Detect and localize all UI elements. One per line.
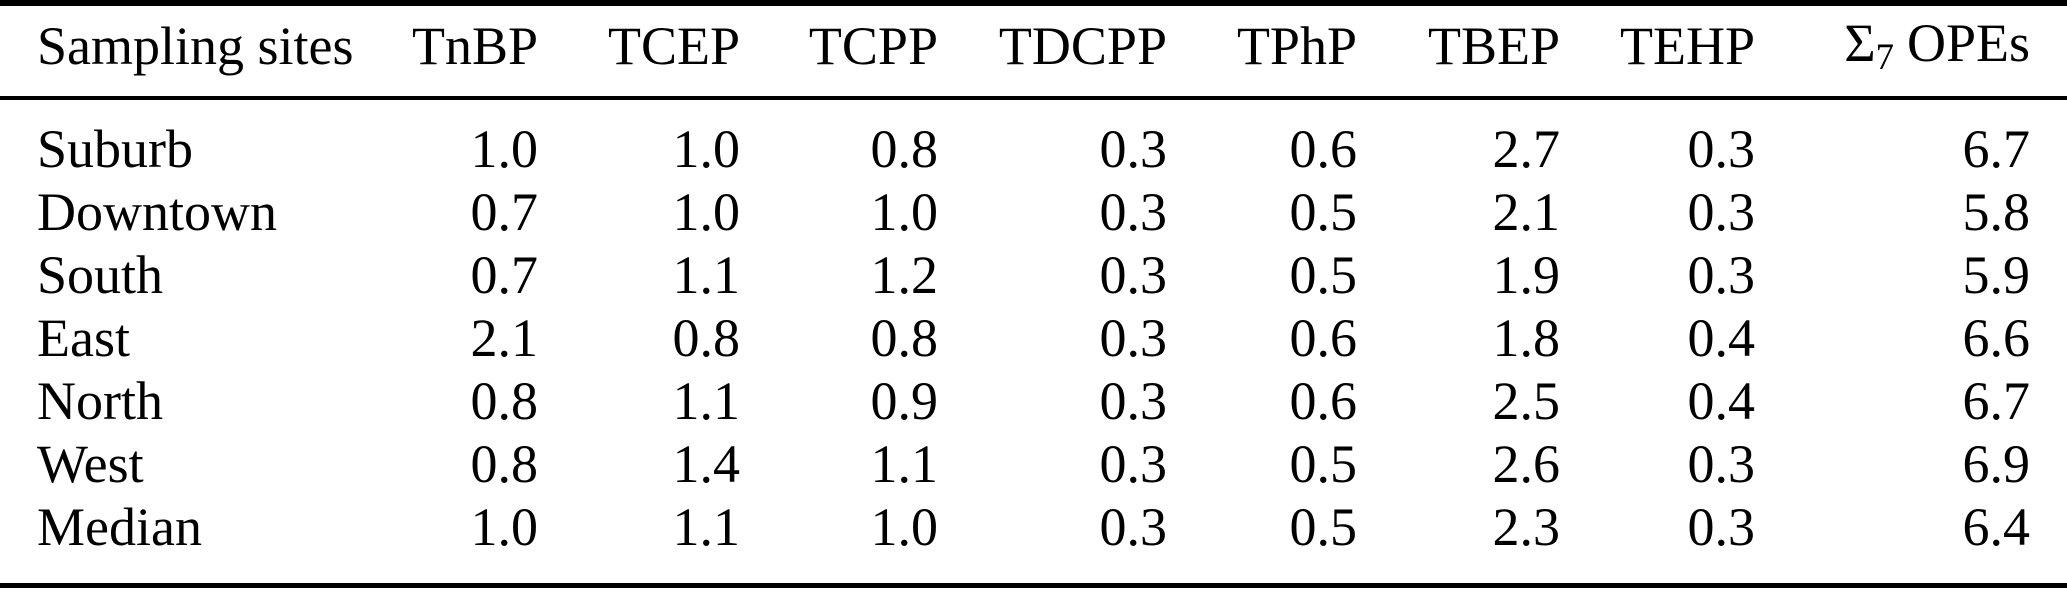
cell-tcep: 1.0 bbox=[672, 181, 741, 242]
column-header-sampling-sites: Sampling sites bbox=[37, 16, 354, 76]
cell-tehp: 0.3 bbox=[1687, 433, 1756, 494]
column-header-tehp: TEHP bbox=[1620, 16, 1755, 76]
column-header-sigma7-opes: Σ7 OPEs bbox=[1755, 16, 2067, 76]
table-body: Suburb 1.0 1.0 0.8 0.3 0.6 2.7 0.3 6.7 D… bbox=[0, 100, 2067, 583]
row-label: East bbox=[37, 307, 130, 368]
cell-tphp: 0.6 bbox=[1289, 307, 1358, 368]
cell-tcpp: 1.0 bbox=[870, 181, 939, 242]
cell-tnbp: 0.7 bbox=[470, 244, 539, 305]
cell-tcep: 0.8 bbox=[672, 307, 741, 368]
cell-tdcpp: 0.3 bbox=[1099, 307, 1168, 368]
cell-tphp: 0.6 bbox=[1289, 118, 1358, 179]
cell-tcep: 1.1 bbox=[672, 370, 741, 431]
row-label: North bbox=[37, 370, 163, 431]
cell-tcpp: 1.0 bbox=[870, 496, 939, 557]
cell-tehp: 0.4 bbox=[1687, 307, 1756, 368]
cell-tnbp: 2.1 bbox=[470, 307, 539, 368]
cell-tdcpp: 0.3 bbox=[1099, 496, 1168, 557]
cell-sigma7-opes: 6.7 bbox=[1962, 118, 2031, 179]
row-label: South bbox=[37, 244, 164, 305]
cell-sigma7-opes: 6.9 bbox=[1962, 433, 2031, 494]
column-header-tbep: TBEP bbox=[1427, 16, 1560, 76]
cell-tdcpp: 0.3 bbox=[1099, 118, 1168, 179]
bottom-rule bbox=[0, 583, 2067, 588]
top-rule bbox=[0, 0, 2067, 6]
cell-tdcpp: 0.3 bbox=[1099, 181, 1168, 242]
table-row-suburb: Suburb 1.0 1.0 0.8 0.3 0.6 2.7 0.3 6.7 bbox=[0, 117, 2067, 180]
cell-tehp: 0.4 bbox=[1687, 370, 1756, 431]
cell-tcep: 1.4 bbox=[672, 433, 741, 494]
cell-sigma7-opes: 5.8 bbox=[1962, 181, 2031, 242]
sigma-subscript: 7 bbox=[1875, 36, 1895, 78]
cell-sigma7-opes: 6.7 bbox=[1962, 370, 2031, 431]
row-label: West bbox=[37, 433, 144, 494]
cell-tdcpp: 0.3 bbox=[1099, 244, 1168, 305]
header-rule bbox=[0, 96, 2067, 100]
row-label: Median bbox=[37, 496, 202, 557]
table-header-row: Sampling sites TnBP TCEP TCPP TDCPP TPhP… bbox=[0, 6, 2067, 96]
cell-tcep: 1.1 bbox=[672, 244, 741, 305]
cell-tcpp: 0.9 bbox=[870, 370, 939, 431]
cell-tdcpp: 0.3 bbox=[1099, 370, 1168, 431]
cell-tbep: 1.9 bbox=[1492, 244, 1561, 305]
cell-tcep: 1.0 bbox=[672, 118, 741, 179]
cell-tbep: 2.1 bbox=[1492, 181, 1561, 242]
sigma-symbol: Σ bbox=[1844, 13, 1876, 74]
column-header-tnbp: TnBP bbox=[411, 16, 538, 76]
cell-tnbp: 1.0 bbox=[470, 118, 539, 179]
row-label: Downtown bbox=[37, 181, 277, 242]
cell-tbep: 2.6 bbox=[1492, 433, 1561, 494]
cell-tehp: 0.3 bbox=[1687, 244, 1756, 305]
cell-sigma7-opes: 6.6 bbox=[1962, 307, 2031, 368]
column-header-tphp: TPhP bbox=[1236, 16, 1357, 76]
cell-tnbp: 1.0 bbox=[470, 496, 539, 557]
column-header-tcep: TCEP bbox=[607, 16, 740, 76]
cell-tcpp: 1.1 bbox=[870, 433, 939, 494]
cell-tcep: 1.1 bbox=[672, 496, 741, 557]
cell-tcpp: 0.8 bbox=[870, 307, 939, 368]
cell-tehp: 0.3 bbox=[1687, 118, 1756, 179]
cell-tnbp: 0.7 bbox=[470, 181, 539, 242]
table-row-west: West 0.8 1.4 1.1 0.3 0.5 2.6 0.3 6.9 bbox=[0, 432, 2067, 495]
cell-tnbp: 0.8 bbox=[470, 370, 539, 431]
table-row-median: Median 1.0 1.1 1.0 0.3 0.5 2.3 0.3 6.4 bbox=[0, 495, 2067, 558]
cell-tehp: 0.3 bbox=[1687, 496, 1756, 557]
cell-tphp: 0.5 bbox=[1289, 433, 1358, 494]
cell-tcpp: 0.8 bbox=[870, 118, 939, 179]
cell-tphp: 0.6 bbox=[1289, 370, 1358, 431]
cell-tcpp: 1.2 bbox=[870, 244, 939, 305]
table-row-east: East 2.1 0.8 0.8 0.3 0.6 1.8 0.4 6.6 bbox=[0, 306, 2067, 369]
cell-tphp: 0.5 bbox=[1289, 496, 1358, 557]
table-row-downtown: Downtown 0.7 1.0 1.0 0.3 0.5 2.1 0.3 5.8 bbox=[0, 180, 2067, 243]
cell-tbep: 2.7 bbox=[1492, 118, 1561, 179]
cell-tphp: 0.5 bbox=[1289, 244, 1358, 305]
cell-tphp: 0.5 bbox=[1289, 181, 1358, 242]
cell-tbep: 2.5 bbox=[1492, 370, 1561, 431]
column-header-tdcpp: TDCPP bbox=[998, 16, 1167, 76]
cell-tbep: 2.3 bbox=[1492, 496, 1561, 557]
table-row-south: South 0.7 1.1 1.2 0.3 0.5 1.9 0.3 5.9 bbox=[0, 243, 2067, 306]
column-header-tcpp: TCPP bbox=[808, 16, 938, 76]
cell-sigma7-opes: 5.9 bbox=[1962, 244, 2031, 305]
cell-tnbp: 0.8 bbox=[470, 433, 539, 494]
sigma-suffix: OPEs bbox=[1906, 13, 2030, 74]
cell-tehp: 0.3 bbox=[1687, 181, 1756, 242]
row-label: Suburb bbox=[37, 118, 194, 179]
cell-tdcpp: 0.3 bbox=[1099, 433, 1168, 494]
cell-sigma7-opes: 6.4 bbox=[1962, 496, 2031, 557]
table-row-north: North 0.8 1.1 0.9 0.3 0.6 2.5 0.4 6.7 bbox=[0, 369, 2067, 432]
cell-tbep: 1.8 bbox=[1492, 307, 1561, 368]
